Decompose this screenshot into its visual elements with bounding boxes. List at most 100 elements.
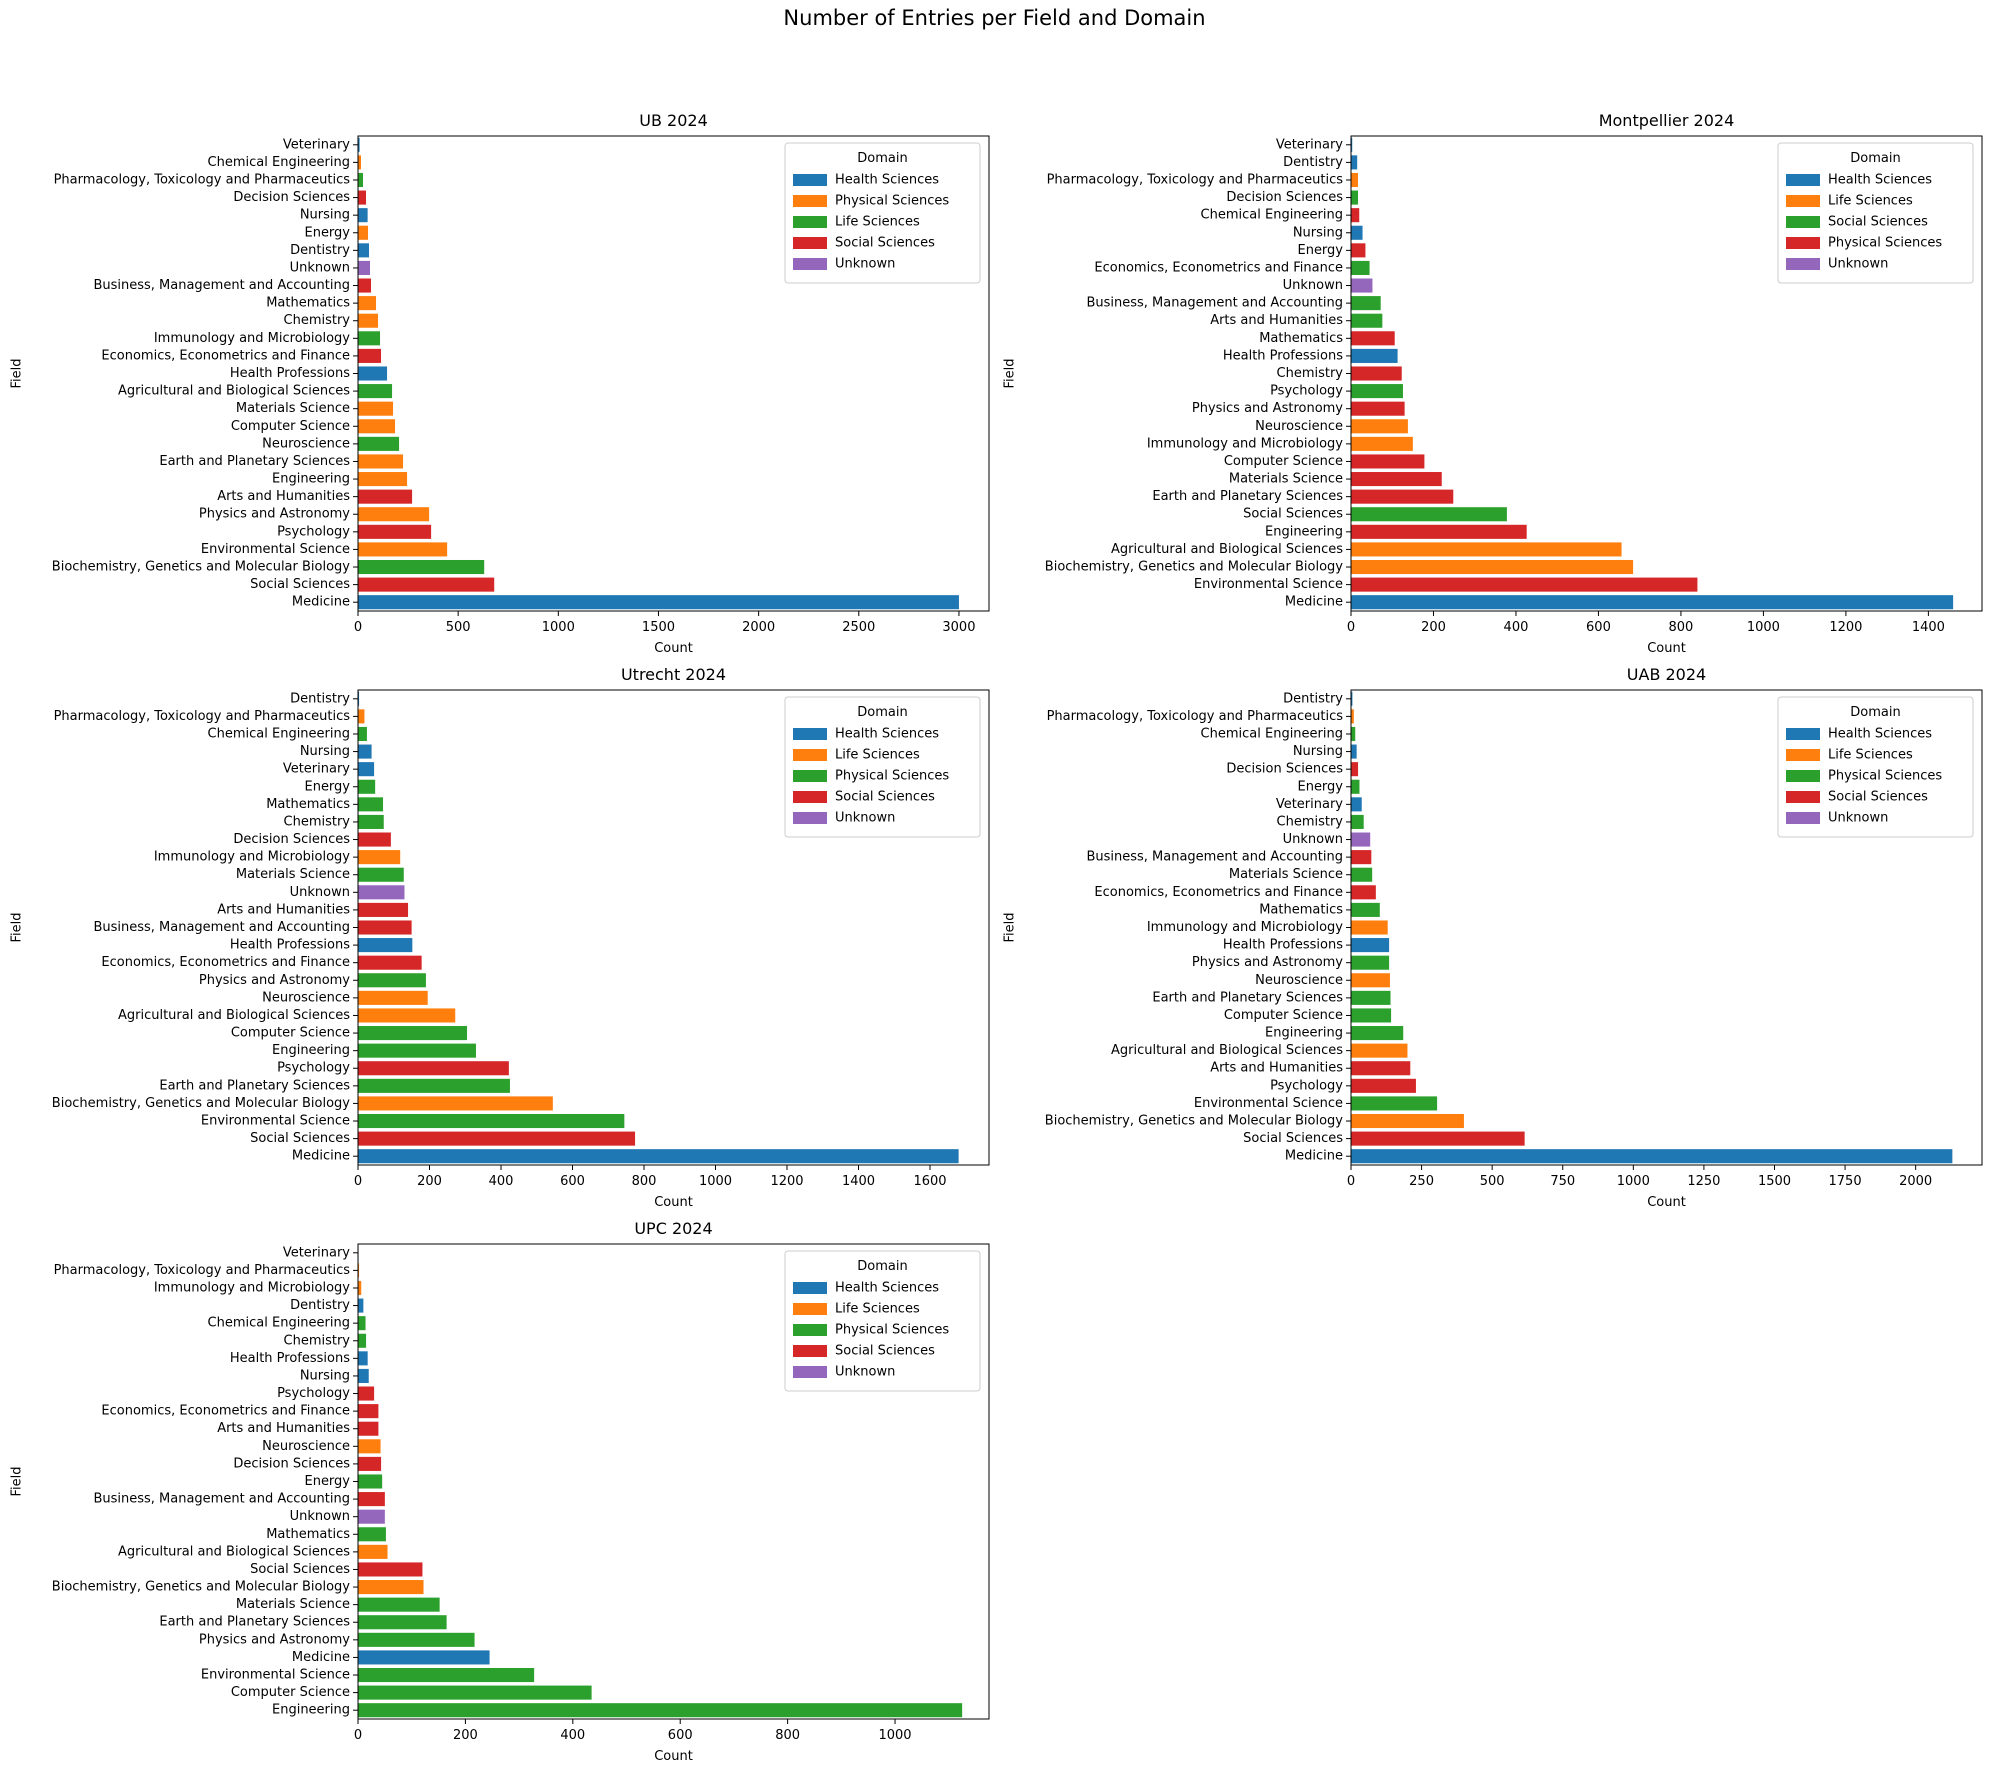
bar-earth-and-planetary-sciences — [1351, 489, 1454, 504]
bar-materials-science — [358, 401, 394, 416]
bar-materials-science — [1351, 867, 1373, 882]
legend-swatch-unknown — [1786, 258, 1820, 270]
x-tick-label: 1600 — [913, 1174, 946, 1189]
y-tick-label: Decision Sciences — [233, 190, 350, 205]
y-tick-label: Arts and Humanities — [217, 902, 350, 917]
y-axis-label: Field — [1003, 358, 1018, 388]
y-tick-label: Chemical Engineering — [1201, 726, 1343, 741]
y-tick-label: Energy — [304, 1474, 350, 1489]
y-tick-label: Energy — [304, 225, 350, 240]
y-tick-label: Social Sciences — [1243, 507, 1343, 522]
y-tick-label: Social Sciences — [250, 1562, 350, 1577]
bar-computer-science — [358, 419, 396, 434]
y-tick-label: Environmental Science — [201, 542, 350, 557]
legend-swatch-life-sciences — [1786, 195, 1820, 207]
y-tick-label: Engineering — [272, 472, 350, 487]
y-tick-label: Computer Science — [1224, 1008, 1343, 1023]
bar-neuroscience — [1351, 973, 1390, 988]
bar-health-professions — [358, 938, 413, 953]
y-tick-label: Psychology — [277, 1061, 350, 1076]
y-tick-label: Pharmacology, Toxicology and Pharmaceuti… — [1047, 172, 1344, 187]
y-tick-label: Arts and Humanities — [1210, 313, 1343, 328]
y-tick-label: Materials Science — [236, 1597, 350, 1612]
x-tick-label: 1000 — [699, 1174, 732, 1189]
bar-medicine — [358, 1650, 490, 1665]
y-tick-label: Unknown — [1283, 832, 1343, 847]
legend-entry-physical-sciences: Physical Sciences — [835, 769, 949, 784]
y-axis-label: Field — [10, 1466, 25, 1496]
figure-title: Number of Entries per Field and Domain — [783, 6, 1206, 30]
bar-mathematics — [1351, 331, 1395, 346]
bar-unknown — [1351, 278, 1373, 293]
bar-nursing — [358, 744, 372, 759]
y-tick-label: Psychology — [1270, 384, 1343, 399]
legend-swatch-health-sciences — [1786, 174, 1820, 186]
x-tick-label: 1250 — [1687, 1174, 1720, 1189]
chart-title: UAB 2024 — [1627, 665, 1706, 684]
x-tick-label: 2000 — [1899, 1174, 1932, 1189]
y-tick-label: Arts and Humanities — [1210, 1061, 1343, 1076]
bar-mathematics — [358, 1527, 386, 1542]
y-tick-label: Materials Science — [236, 867, 350, 882]
bar-veterinary — [358, 137, 360, 152]
y-tick-label: Agricultural and Biological Sciences — [118, 1008, 350, 1023]
chart-title: UB 2024 — [639, 111, 708, 130]
bar-economics-econometrics-and-finance — [1351, 260, 1370, 275]
y-tick-label: Neuroscience — [262, 990, 350, 1005]
y-tick-label: Mathematics — [1259, 331, 1343, 346]
bar-nursing — [358, 1368, 369, 1383]
bar-decision-sciences — [358, 1456, 382, 1471]
y-tick-label: Engineering — [1265, 524, 1343, 539]
bar-psychology — [358, 1386, 375, 1401]
y-tick-label: Economics, Econometrics and Finance — [101, 1404, 350, 1419]
bar-neuroscience — [1351, 419, 1408, 434]
bar-health-professions — [358, 1351, 368, 1366]
bar-arts-and-humanities — [1351, 313, 1383, 328]
y-tick-label: Energy — [1297, 243, 1343, 258]
legend-swatch-unknown — [793, 258, 827, 270]
legend-swatch-physical-sciences — [793, 770, 827, 782]
legend-swatch-life-sciences — [793, 749, 827, 761]
bar-chemical-engineering — [358, 1316, 366, 1331]
x-tick-label: 1000 — [878, 1728, 911, 1743]
bar-computer-science — [1351, 1008, 1392, 1023]
y-tick-label: Materials Science — [1229, 472, 1343, 487]
bar-medicine — [358, 595, 959, 610]
bar-health-professions — [1351, 938, 1390, 953]
legend-swatch-unknown — [793, 812, 827, 824]
bar-environmental-science — [358, 1113, 625, 1129]
y-tick-label: Chemical Engineering — [208, 726, 350, 741]
bar-earth-and-planetary-sciences — [1351, 990, 1391, 1005]
legend-entry-health-sciences: Health Sciences — [835, 173, 939, 188]
legend-swatch-physical-sciences — [793, 195, 827, 207]
bar-social-sciences — [358, 1562, 423, 1577]
bar-energy — [358, 1474, 383, 1489]
y-tick-label: Economics, Econometrics and Finance — [1094, 885, 1343, 900]
bar-veterinary — [1351, 797, 1362, 812]
y-tick-label: Veterinary — [283, 1245, 350, 1260]
y-tick-label: Veterinary — [1276, 797, 1343, 812]
legend-swatch-physical-sciences — [1786, 770, 1820, 782]
legend-swatch-social-sciences — [793, 237, 827, 249]
x-tick-label: 3000 — [942, 620, 975, 635]
y-tick-label: Medicine — [292, 1650, 350, 1665]
bar-biochemistry-genetics-and-molecular-biology — [1351, 559, 1634, 575]
bar-business-management-and-accounting — [1351, 296, 1381, 311]
x-tick-label: 600 — [1586, 620, 1611, 635]
y-tick-label: Chemical Engineering — [208, 1316, 350, 1331]
x-tick-label: 1750 — [1829, 1174, 1862, 1189]
y-tick-label: Psychology — [277, 524, 350, 539]
bar-agricultural-and-biological-sciences — [358, 1008, 456, 1023]
bar-nursing — [1351, 225, 1363, 240]
y-tick-label: Neuroscience — [262, 436, 350, 451]
bar-materials-science — [1351, 472, 1442, 487]
bar-computer-science — [358, 1026, 468, 1041]
y-tick-label: Social Sciences — [1243, 1131, 1343, 1146]
legend-title: Domain — [857, 1259, 907, 1274]
legend-entry-health-sciences: Health Sciences — [1828, 173, 1932, 188]
bar-physics-and-astronomy — [1351, 955, 1390, 970]
y-tick-label: Pharmacology, Toxicology and Pharmaceuti… — [1047, 709, 1344, 724]
y-tick-label: Economics, Econometrics and Finance — [101, 348, 350, 363]
